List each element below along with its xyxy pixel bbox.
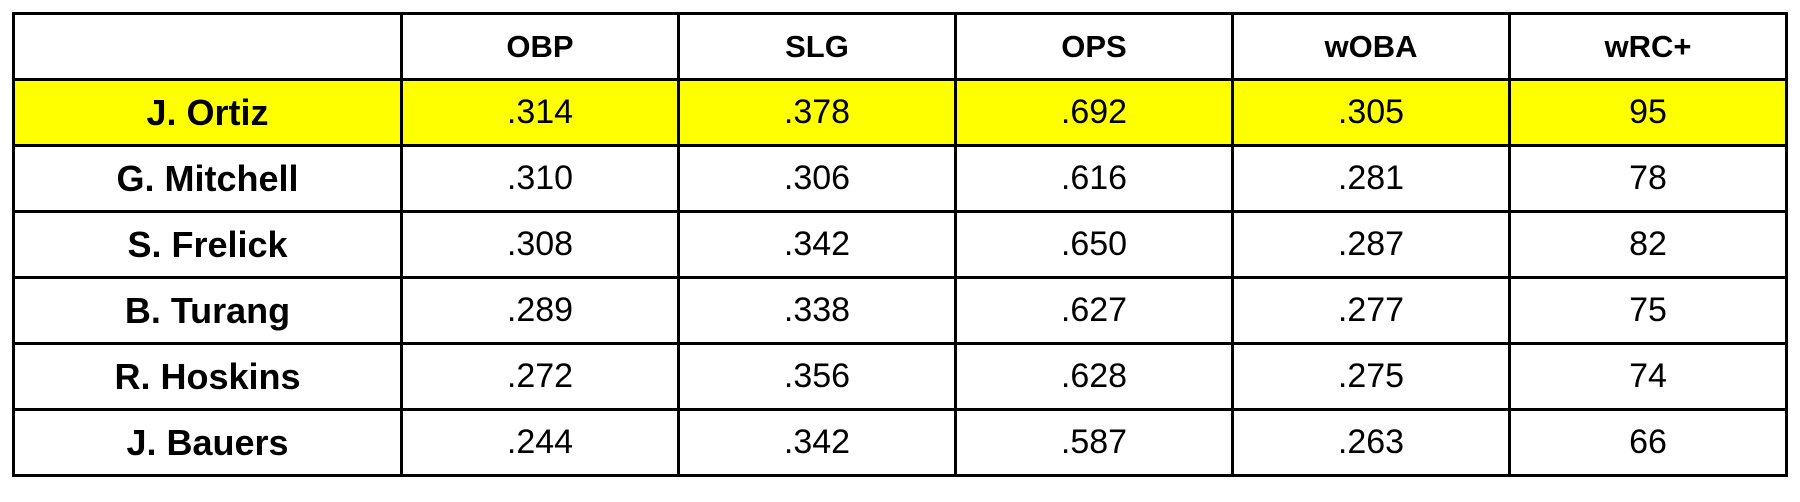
wrc-plus-value-cell: 78 [1508, 144, 1788, 213]
header-cell-wrc-plus: wRC+ [1508, 12, 1788, 81]
header-cell-ops: OPS [954, 12, 1234, 81]
stats-table: OBP SLG OPS wOBA wRC+ J. Ortiz .314.378.6… [12, 12, 1788, 477]
player-name-cell: B. Turang [12, 276, 403, 345]
obp-value-cell: .244 [400, 408, 680, 477]
player-name-cell: J. Ortiz [12, 78, 403, 147]
header-cell-blank [12, 12, 403, 81]
slg-value-cell: .342 [677, 408, 957, 477]
player-name-cell: R. Hoskins [12, 342, 403, 411]
slg-value-cell: .378 [677, 78, 957, 147]
woba-value-cell: .281 [1231, 144, 1511, 213]
table-row: B. Turang .289.338.627.277 75 [12, 276, 1788, 345]
woba-value-cell: .275 [1231, 342, 1511, 411]
player-name-cell: G. Mitchell [12, 144, 403, 213]
player-name-cell: S. Frelick [12, 210, 403, 279]
wrc-plus-value-cell: 66 [1508, 408, 1788, 477]
slg-value-cell: .338 [677, 276, 957, 345]
header-cell-woba: wOBA [1231, 12, 1511, 81]
woba-value-cell: .263 [1231, 408, 1511, 477]
ops-value-cell: .650 [954, 210, 1234, 279]
player-name-cell: J. Bauers [12, 408, 403, 477]
table-row: G. Mitchell .310.306.616.281 78 [12, 144, 1788, 213]
header-cell-obp: OBP [400, 12, 680, 81]
table-header: OBP SLG OPS wOBA wRC+ [12, 12, 1788, 81]
header-row: OBP SLG OPS wOBA wRC+ [12, 12, 1788, 81]
ops-value-cell: .587 [954, 408, 1234, 477]
obp-value-cell: .310 [400, 144, 680, 213]
ops-value-cell: .627 [954, 276, 1234, 345]
slg-value-cell: .342 [677, 210, 957, 279]
obp-value-cell: .308 [400, 210, 680, 279]
table-row: S. Frelick .308.342.650.287 82 [12, 210, 1788, 279]
woba-value-cell: .287 [1231, 210, 1511, 279]
table-body: J. Ortiz .314.378.692.305 95 G. Mitchell .31… [12, 78, 1788, 477]
obp-value-cell: .272 [400, 342, 680, 411]
woba-value-cell: .305 [1231, 78, 1511, 147]
ops-value-cell: .616 [954, 144, 1234, 213]
table-row: R. Hoskins .272.356.628.275 74 [12, 342, 1788, 411]
header-cell-slg: SLG [677, 12, 957, 81]
table-row: J. Bauers .244.342.587.263 66 [12, 408, 1788, 477]
wrc-plus-value-cell: 74 [1508, 342, 1788, 411]
wrc-plus-value-cell: 82 [1508, 210, 1788, 279]
wrc-plus-value-cell: 75 [1508, 276, 1788, 345]
obp-value-cell: .289 [400, 276, 680, 345]
ops-value-cell: .628 [954, 342, 1234, 411]
wrc-plus-value-cell: 95 [1508, 78, 1788, 147]
slg-value-cell: .356 [677, 342, 957, 411]
slg-value-cell: .306 [677, 144, 957, 213]
woba-value-cell: .277 [1231, 276, 1511, 345]
table-row: J. Ortiz .314.378.692.305 95 [12, 78, 1788, 147]
ops-value-cell: .692 [954, 78, 1234, 147]
obp-value-cell: .314 [400, 78, 680, 147]
